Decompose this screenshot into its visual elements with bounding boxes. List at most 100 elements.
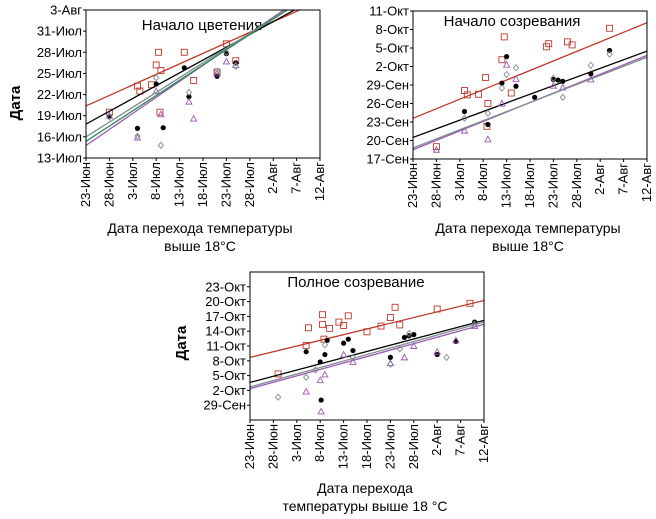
series-red-squares-trendline	[86, 10, 302, 107]
series-purple-triangles-point	[549, 81, 558, 89]
series-red-squares-point	[305, 324, 312, 332]
series-red-squares-point	[432, 143, 440, 151]
series-grey-diamonds-point	[153, 73, 160, 82]
series-grey-diamonds-point	[559, 93, 566, 102]
series-red-squares-point	[386, 314, 394, 321]
chart2-xticks: 23-Июн 28-Июн 3-Июл 8-Июл 13-Июл 18-Июл 23-Июл…	[405, 159, 654, 208]
xtick-label: 3-Июл	[125, 162, 140, 200]
series-black-dots-point	[513, 83, 519, 89]
chart2-xlabel-line1: Дата перехода температуры	[435, 220, 620, 236]
series-grey-diamonds-point	[461, 114, 468, 122]
chart1-title: Начало цветения	[142, 17, 263, 34]
series-purple-triangles-point	[512, 74, 520, 82]
series-red-squares-point	[363, 328, 371, 336]
xtick-label: 8-Июл	[475, 163, 490, 201]
xtick-label: 12-Авг	[476, 424, 491, 463]
ytick-label: 11-Окт	[206, 339, 246, 354]
xtick-label: 23-Июл	[382, 424, 397, 469]
xtick-label: 7-Авг	[616, 163, 631, 195]
series-purple-triangles-point	[321, 370, 329, 378]
series-purple-triangles-point	[349, 357, 357, 365]
series-black-dots-point	[345, 336, 351, 342]
xtick-label: 28-Июл	[569, 163, 584, 208]
series-red-squares-point	[344, 312, 352, 320]
ytick-label: 16-Июл	[37, 129, 82, 144]
xtick-label: 13-Июл	[499, 163, 514, 208]
series-grey-diamonds-point	[606, 50, 613, 58]
series-black-dots-point	[318, 397, 324, 403]
ytick-label: 2-Окт	[376, 59, 410, 74]
series-black-dots-point	[153, 81, 159, 87]
ytick-label: 20-Сен	[366, 133, 409, 148]
series-grey-diamonds-trendline	[86, 10, 288, 138]
xtick-label: 28-Июн	[265, 424, 280, 469]
series-red-squares-point	[391, 303, 399, 311]
series-grey-diamonds-point	[321, 341, 329, 349]
ytick-label: 23-Сен	[366, 115, 409, 130]
ytick-label: 22-Июл	[37, 87, 82, 102]
chart3-frame	[249, 271, 485, 421]
series-black-dots-point	[387, 354, 393, 360]
xtick-label: 12-Авг	[312, 162, 327, 201]
series-red-squares-point	[482, 74, 489, 82]
series-grey-diamonds-point	[349, 353, 357, 362]
series-red-squares-point	[606, 24, 614, 32]
xtick-label: 13-Июл	[336, 424, 351, 469]
series-red-squares-point	[302, 341, 310, 349]
series-grey-diamonds-point	[471, 320, 478, 329]
series-red-squares-point	[326, 324, 334, 332]
series-red-squares-trendline	[413, 22, 647, 119]
series-black-dots-point	[303, 349, 309, 355]
chart2-plot	[413, 22, 647, 153]
series-purple-triangles-point	[400, 353, 409, 361]
xtick-label: 12-Авг	[639, 163, 654, 202]
chart2-frame	[412, 10, 648, 160]
chart1-yticks: 13-Июл 16-Июл 19-Июл 22-Июл 25-Июл 28-Июл 31-И…	[37, 3, 86, 166]
series-black-dots-point	[550, 76, 557, 83]
series-red-squares-point	[319, 311, 326, 319]
ytick-label: 3-Авг	[50, 3, 82, 18]
series-grey-diamonds-point	[484, 109, 492, 118]
series-purple-triangles-point	[317, 407, 325, 415]
xtick-label: 23-Июл	[545, 163, 560, 208]
series-grey-diamonds-point	[503, 70, 510, 79]
xtick-label: 2-Авг	[592, 163, 607, 195]
series-grey-diamonds-point	[213, 67, 221, 76]
series-black-dots-point	[606, 47, 613, 54]
ytick-label: 8-Окт	[376, 22, 410, 37]
series-purple-triangles-point	[452, 336, 460, 344]
series-grey-diamonds-point	[405, 329, 413, 338]
series-grey-diamonds-point	[550, 74, 557, 82]
xtick-label: 8-Июл	[312, 424, 327, 462]
ytick-label: 29-Сен	[203, 398, 246, 413]
ytick-label: 17-Сен	[366, 152, 409, 167]
series-grey-diamonds-point	[185, 88, 193, 97]
series-grey-diamonds-point	[512, 64, 520, 72]
xtick-label: 18-Июл	[195, 162, 210, 207]
xtick-label: 23-Июл	[218, 162, 233, 207]
chart3-plot	[250, 299, 484, 415]
series-black-dots-point	[160, 125, 166, 131]
chart1-xticks: 23-Июн 28-Июн 3-Июл 8-Июл 13-Июл 18-Июл 23-Июл…	[78, 158, 327, 207]
ytick-label: 19-Июл	[37, 108, 82, 123]
series-black-dots-point	[401, 334, 408, 341]
xtick-label: 3-Июл	[289, 424, 304, 462]
series-red-squares-point	[475, 90, 482, 98]
series-black-dots-point	[504, 54, 510, 60]
series-red-squares-point	[466, 299, 474, 307]
series-red-squares-point	[396, 321, 404, 329]
series-purple-triangles-trendline	[250, 323, 484, 390]
series-grey-diamonds-point	[312, 366, 319, 374]
series-black-dots-point	[181, 65, 187, 71]
series-black-dots-point	[324, 337, 330, 343]
ytick-label: 11-Окт	[369, 4, 409, 19]
series-red-squares-point	[156, 108, 164, 116]
series-black-dots-point	[485, 121, 491, 128]
chart1-xlabel-line1: Дата перехода температуры	[107, 220, 292, 236]
xtick-label: 3-Июл	[452, 163, 467, 201]
series-purple-triangles-point	[302, 387, 310, 395]
xtick-label: 18-Июл	[522, 163, 537, 208]
series-red-squares-point	[507, 89, 515, 97]
xtick-label: 28-Июл	[406, 424, 421, 469]
